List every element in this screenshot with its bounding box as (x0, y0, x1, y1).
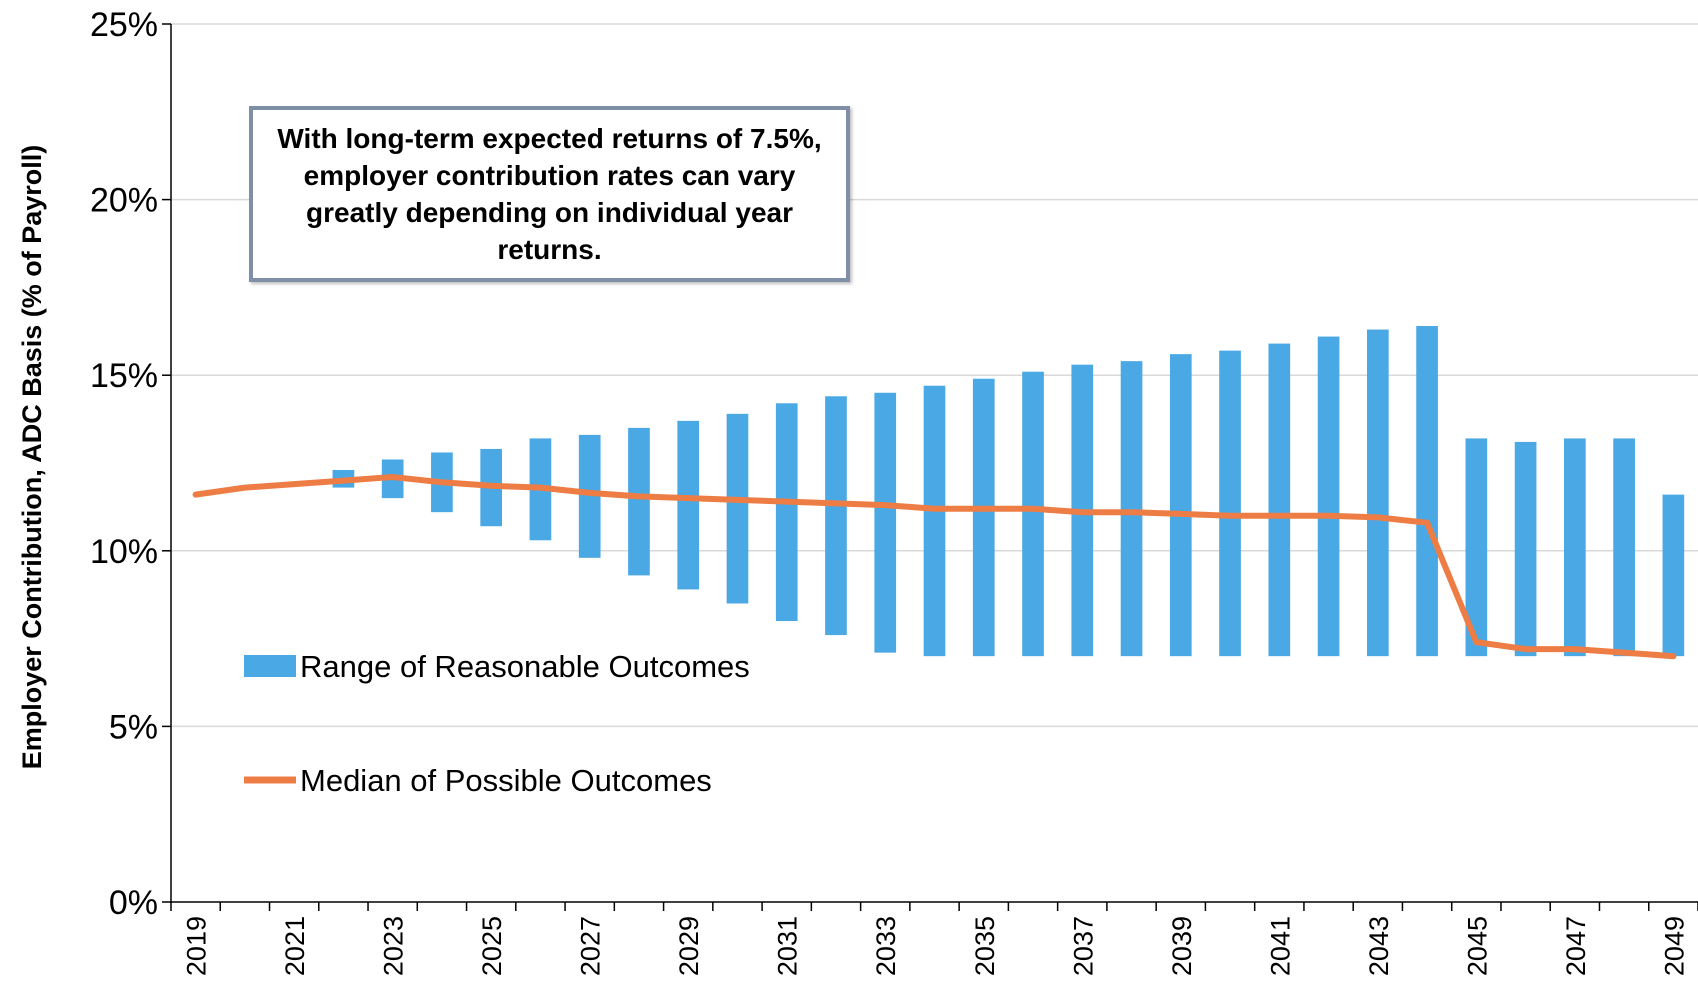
x-tick-label: 2045 (1462, 916, 1492, 976)
y-tick-label: 15% (90, 357, 158, 395)
x-tick-label: 2031 (773, 916, 803, 976)
range-bar (1613, 438, 1635, 657)
x-tick-label: 2021 (280, 916, 310, 976)
range-bar (775, 403, 798, 622)
range-bar (1366, 329, 1389, 657)
annotation-text: With long-term expected returns of 7.5%,… (277, 123, 822, 265)
y-axis-title: Employer Contribution, ADC Basis (% of P… (17, 145, 47, 770)
range-bar (726, 413, 749, 604)
x-tick-label: 2037 (1068, 916, 1098, 976)
range-bars (332, 326, 1685, 657)
x-tick-labels: 2019 2021 2023 2025 2027 2029 2031 2033 2035 2037… (182, 916, 1690, 976)
range-bar (1268, 343, 1291, 657)
range-bar (1022, 371, 1044, 657)
x-tick-label: 2019 (182, 916, 212, 976)
x-tick-label: 2023 (379, 916, 409, 976)
range-bar (578, 434, 601, 558)
x-tick-label: 2049 (1659, 916, 1689, 976)
x-tick-label: 2041 (1265, 916, 1295, 976)
range-bar (1564, 438, 1586, 657)
legend-swatch-range (244, 655, 296, 677)
range-bar (677, 420, 700, 590)
x-tick-label: 2047 (1561, 916, 1591, 976)
median-line (192, 474, 1677, 660)
x-tick-label: 2027 (576, 916, 606, 976)
range-bar (1317, 336, 1340, 657)
x-tick-label: 2033 (871, 916, 901, 976)
range-bar (972, 378, 995, 657)
range-bar (1219, 350, 1241, 657)
axes (162, 23, 1698, 911)
y-tick-labels: 0% 5% 10% 15% 20% 25% (90, 6, 158, 922)
y-tick-label: 0% (109, 884, 158, 922)
range-bar (1416, 326, 1438, 657)
range-bar (1465, 438, 1488, 657)
x-tick-label: 2025 (477, 916, 507, 976)
x-tick-label: 2035 (970, 916, 1000, 976)
y-tick-label: 10% (90, 533, 158, 571)
annotation-box: With long-term expected returns of 7.5%,… (249, 106, 850, 282)
median-line-group (192, 474, 1677, 660)
range-bar (874, 392, 897, 653)
range-bar (1514, 441, 1537, 657)
y-tick-label: 20% (90, 182, 158, 220)
legend-label-median: Median of Possible Outcomes (300, 763, 712, 798)
x-tick-label: 2043 (1364, 916, 1394, 976)
range-bar (1662, 494, 1685, 657)
legend: Range of Reasonable Outcomes Median of P… (244, 649, 750, 798)
y-tick-label: 25% (90, 6, 158, 44)
range-bar (825, 396, 847, 636)
range-bar (1169, 354, 1192, 657)
range-bar (923, 385, 946, 657)
y-tick-label: 5% (109, 708, 158, 746)
range-bar (1120, 361, 1143, 657)
range-bar (628, 427, 650, 576)
legend-label-range: Range of Reasonable Outcomes (300, 649, 750, 684)
x-tick-label: 2039 (1167, 916, 1197, 976)
x-tick-label: 2029 (674, 916, 704, 976)
